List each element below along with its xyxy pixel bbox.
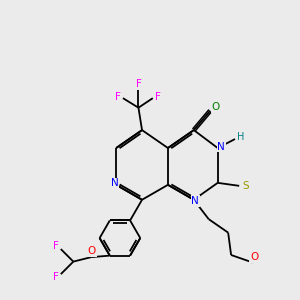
Text: O: O [212,102,220,112]
Text: F: F [115,92,121,102]
Text: F: F [155,92,161,102]
Text: N: N [191,196,199,206]
Text: N: N [218,142,225,152]
Text: O: O [88,246,96,256]
Text: F: F [52,241,59,251]
Text: N: N [111,178,119,188]
Text: F: F [136,80,141,89]
Text: S: S [242,181,249,191]
Text: F: F [52,272,59,281]
Text: O: O [250,252,258,262]
Text: H: H [237,132,244,142]
